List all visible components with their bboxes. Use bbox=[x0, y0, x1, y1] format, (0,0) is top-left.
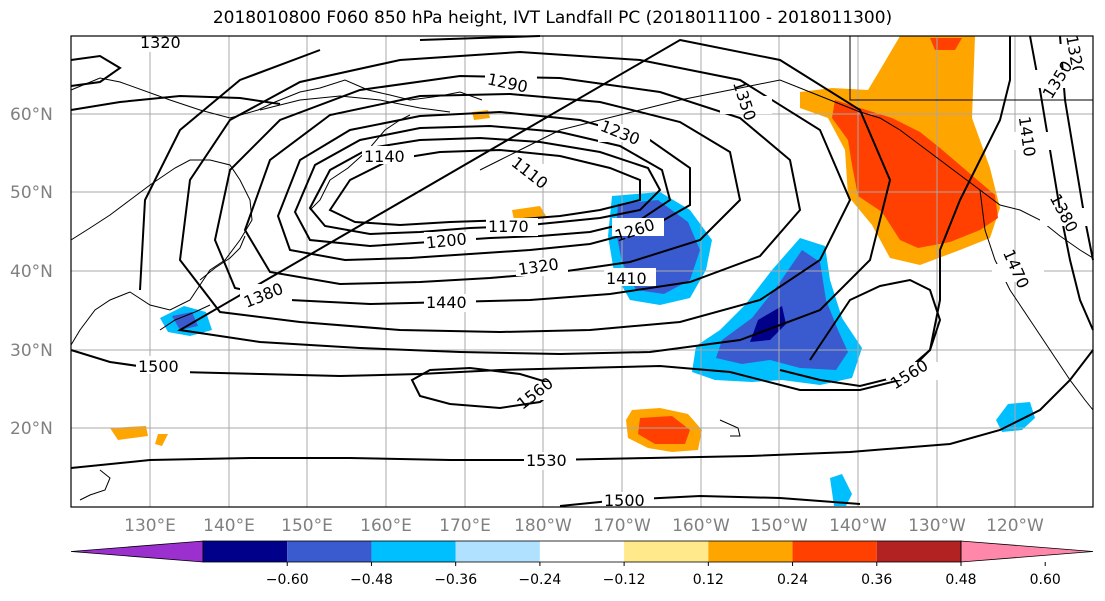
colorbar-segment bbox=[371, 541, 456, 562]
positive-anomaly-bering bbox=[472, 110, 490, 120]
contour-label: 1290 bbox=[486, 69, 530, 96]
colorbar-segment bbox=[960, 540, 1094, 563]
lat-label: 50°N bbox=[10, 183, 53, 203]
colorbar-segment bbox=[70, 540, 204, 563]
contour-label: 1110 bbox=[508, 153, 552, 193]
colorbar-tick-label: 0.48 bbox=[945, 572, 976, 588]
colorbar-outline bbox=[202, 540, 962, 563]
contour-1110 bbox=[328, 148, 641, 227]
contour-label: 1200 bbox=[425, 229, 467, 252]
contour-1140 bbox=[308, 136, 662, 236]
colorbar-segment bbox=[539, 541, 625, 562]
negative-anomaly-japan-inner bbox=[172, 312, 198, 330]
lon-label: 150°W bbox=[750, 516, 808, 536]
contour-label: 1170 bbox=[488, 217, 529, 236]
lon-label: 140°E bbox=[203, 516, 255, 536]
contour-label: 1500 bbox=[138, 357, 179, 376]
lon-label: 150°E bbox=[281, 516, 333, 536]
lat-label: 40°N bbox=[10, 262, 53, 282]
map-title: 2018010800 F060 850 hPa height, IVT Land… bbox=[212, 8, 893, 28]
contour-1320 bbox=[213, 74, 802, 306]
colorbar-segment bbox=[624, 541, 709, 562]
lon-label: 160°W bbox=[672, 516, 730, 536]
negative-anomaly-south bbox=[830, 474, 852, 506]
positive-anomaly-west-pacific bbox=[110, 426, 168, 446]
lon-label: 130°E bbox=[124, 516, 176, 536]
colorbar-tick-label: −0.36 bbox=[434, 572, 477, 588]
contour-1170 bbox=[293, 124, 672, 248]
contour-label: 1320 bbox=[140, 33, 181, 52]
lat-label: 30°N bbox=[10, 341, 53, 361]
contour-nw2 bbox=[70, 94, 281, 111]
positive-anomaly-alaska-inner bbox=[832, 38, 998, 248]
contour-1560b bbox=[779, 278, 942, 388]
colorbar-segment bbox=[792, 541, 877, 562]
contour-1500-south bbox=[559, 494, 861, 507]
latitude-labels: 60°N 50°N 40°N 30°N 20°N bbox=[10, 105, 53, 439]
contour-1200 bbox=[276, 110, 691, 262]
contour-label: 1440 bbox=[426, 293, 467, 312]
colorbar-tick-label: 0.12 bbox=[693, 572, 724, 588]
contour-label: 1500 bbox=[604, 491, 645, 510]
longitude-labels: 130°E 140°E 150°E 160°E 170°E 180°W 170°… bbox=[124, 516, 1044, 536]
lon-label: 170°W bbox=[593, 516, 651, 536]
lon-label: 160°E bbox=[360, 516, 412, 536]
lat-label: 20°N bbox=[10, 419, 53, 439]
contour-1530 bbox=[70, 349, 1094, 469]
colorbar-segment bbox=[876, 541, 961, 562]
map-graticule bbox=[71, 36, 1093, 507]
colorbar-tick-label: 0.36 bbox=[861, 572, 892, 588]
contour-label: 1140 bbox=[364, 147, 405, 166]
contour-label: 1230 bbox=[598, 116, 643, 149]
contour-1500 bbox=[70, 36, 1011, 391]
height-contours bbox=[70, 35, 1094, 507]
positive-anomaly-hawaii-inner bbox=[638, 416, 690, 444]
colorbar-segment bbox=[455, 541, 540, 562]
colorbar-segment bbox=[708, 541, 793, 562]
lon-label: 120°W bbox=[986, 516, 1044, 536]
lon-label: 140°W bbox=[829, 516, 887, 536]
colorbar-segment bbox=[287, 541, 372, 562]
lon-label: 180°W bbox=[514, 516, 572, 536]
contour-label: 1560 bbox=[887, 356, 932, 394]
colorbar-tick-label: −0.48 bbox=[350, 572, 393, 588]
colorbar-segment bbox=[203, 541, 288, 562]
colorbar-tick-label: −0.12 bbox=[603, 572, 646, 588]
colorbar: −0.60 −0.48 −0.36 −0.24 −0.12 0.12 0.24 0.36 0.4… bbox=[70, 540, 1094, 588]
coast-alaska bbox=[479, 79, 1094, 259]
coast-asia bbox=[70, 77, 483, 346]
contour-1260 bbox=[243, 92, 742, 286]
colorbar-tick-label: −0.60 bbox=[266, 572, 309, 588]
coast-japan bbox=[159, 235, 246, 331]
contour-label: 1410 bbox=[606, 269, 647, 288]
colorbar-tick-label: 0.24 bbox=[777, 572, 808, 588]
contour-1380 bbox=[178, 50, 852, 334]
contour-nw bbox=[70, 54, 122, 87]
colorbar-tick-label: 0.60 bbox=[1030, 572, 1061, 588]
coast-north-america bbox=[979, 189, 1094, 411]
colorbar-tick-label: −0.24 bbox=[518, 572, 561, 588]
contour-label: 1530 bbox=[526, 451, 567, 470]
lat-label: 60°N bbox=[10, 105, 53, 125]
map-frame bbox=[70, 35, 1094, 508]
contour-label: 1380 bbox=[241, 279, 286, 312]
contour-1440 bbox=[139, 35, 892, 356]
coast-islands bbox=[79, 419, 741, 501]
coast-arctic bbox=[259, 36, 1093, 113]
lon-label: 130°W bbox=[908, 516, 966, 536]
lon-label: 170°E bbox=[439, 516, 491, 536]
contour-label: 1410 bbox=[1015, 115, 1039, 158]
